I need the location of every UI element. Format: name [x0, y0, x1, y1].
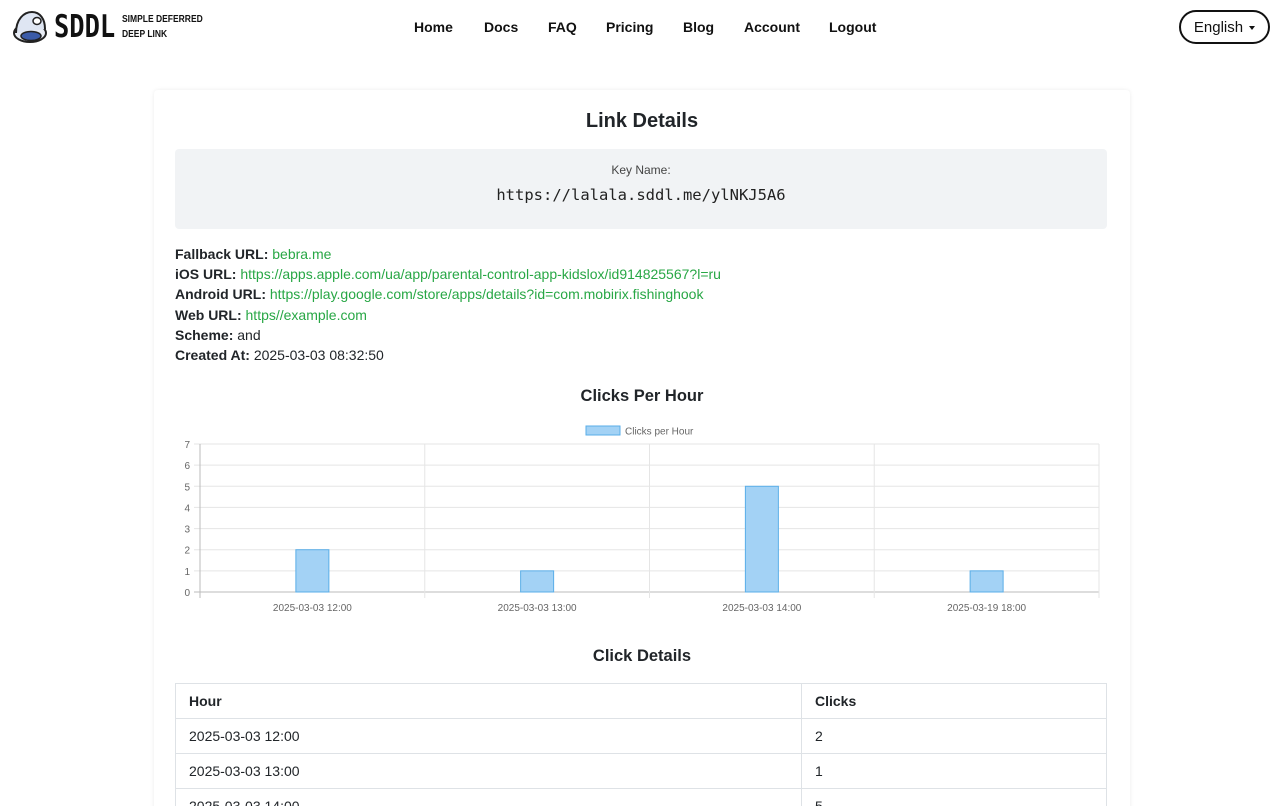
fallback-url-label: Fallback URL:	[175, 246, 269, 262]
nav-docs[interactable]: Docs	[484, 19, 519, 35]
chart-canvas: 0 1 2 3 4 5 6 7 2025-03-03 12:00 2025-03-03 13:00…	[184, 425, 1100, 614]
x-tick-label: 2025-03-03 12:00	[273, 603, 352, 614]
nav-account[interactable]: Account	[744, 19, 800, 35]
page-title: Link Details	[585, 110, 699, 132]
y-tick-label: 6	[184, 461, 190, 472]
web-url-row: Web URL: https//example.com	[175, 305, 721, 325]
brand-tagline-line2: DEEP LINK	[122, 29, 168, 40]
table-header-row: Hour Clicks	[175, 683, 1107, 719]
y-tick-label: 3	[184, 525, 190, 536]
legend-label: Clicks per Hour	[625, 427, 694, 438]
table-row: 2025-03-03 12:00 2	[175, 718, 1107, 754]
nav-logout[interactable]: Logout	[829, 19, 877, 35]
brand-tagline: SIMPLE DEFERRED DEEP LINK	[122, 12, 203, 42]
link-details-card: Link Details Key Name: https://lalala.sd…	[154, 90, 1130, 806]
y-tick-label: 5	[184, 482, 190, 493]
y-tick-label: 0	[184, 588, 190, 599]
nav-home[interactable]: Home	[414, 19, 453, 35]
language-select[interactable]: English	[1179, 10, 1270, 44]
caret-down-icon	[1249, 25, 1256, 30]
ios-url-label: iOS URL:	[175, 266, 237, 283]
cell-clicks: 2	[801, 718, 1107, 754]
language-label: English	[1193, 18, 1244, 36]
chart-title: Clicks Per Hour	[580, 387, 704, 405]
y-tick-label: 1	[184, 567, 190, 578]
x-tick-label: 2025-03-03 14:00	[722, 603, 801, 614]
key-name-value: https://lalala.sddl.me/ylNKJ5A6	[496, 186, 786, 204]
helmet-logo-icon	[13, 10, 47, 43]
scheme-row: Scheme: and	[175, 325, 721, 345]
chart-bar	[969, 570, 1004, 593]
main-nav: Home Docs FAQ Pricing Blog Account Logou…	[0, 18, 1280, 38]
android-url-link[interactable]: https://play.google.com/store/apps/detai…	[269, 286, 704, 303]
fallback-url-link[interactable]: bebra.me	[272, 246, 332, 262]
key-name-label: Key Name:	[611, 163, 671, 177]
brand-name: SDDL	[54, 9, 116, 45]
y-tick-label: 4	[184, 503, 190, 514]
fallback-url-row: Fallback URL: bebra.me	[175, 244, 721, 264]
brand-logo[interactable]: SDDL SIMPLE DEFERRED DEEP LINK	[12, 8, 203, 46]
nav-faq[interactable]: FAQ	[548, 19, 577, 35]
nav-pricing[interactable]: Pricing	[606, 19, 654, 35]
clicks-per-hour-chart: 0 1 2 3 4 5 6 7 2025-03-03 12:00 2025-03-03 13:00…	[154, 420, 1130, 620]
link-fields: Fallback URL: bebra.me iOS URL: https://…	[175, 244, 721, 365]
android-url-row: Android URL: https://play.google.com/sto…	[175, 284, 721, 304]
table-row: 2025-03-03 14:00 5	[175, 788, 1107, 806]
scheme-label: Scheme:	[175, 326, 234, 343]
column-header-clicks: Clicks	[801, 683, 1107, 719]
key-name-box: Key Name: https://lalala.sddl.me/ylNKJ5A…	[175, 149, 1107, 229]
created-at-row: Created At: 2025-03-03 08:32:50	[175, 345, 721, 365]
android-url-label: Android URL:	[175, 286, 266, 303]
scheme-value: and	[237, 326, 261, 343]
column-header-hour: Hour	[175, 683, 802, 719]
cell-hour: 2025-03-03 13:00	[175, 753, 802, 789]
table-row: 2025-03-03 13:00 1	[175, 753, 1107, 789]
web-url-label: Web URL:	[175, 306, 242, 323]
cell-clicks: 5	[801, 788, 1107, 806]
ios-url-row: iOS URL: https://apps.apple.com/ua/app/p…	[175, 264, 721, 284]
brand-tagline-line1: SIMPLE DEFERRED	[122, 14, 203, 25]
created-at-label: Created At:	[175, 347, 250, 364]
chart-bar	[295, 549, 330, 593]
cell-hour: 2025-03-03 14:00	[175, 788, 802, 806]
chart-bar	[520, 570, 555, 593]
y-tick-label: 2	[184, 546, 190, 557]
ios-url-link[interactable]: https://apps.apple.com/ua/app/parental-c…	[240, 266, 721, 283]
legend-swatch	[585, 425, 621, 436]
web-url-link[interactable]: https//example.com	[245, 306, 367, 323]
click-details-table: Hour Clicks 2025-03-03 12:00 2 2025-03-0…	[175, 683, 1107, 806]
click-details-title: Click Details	[592, 647, 692, 665]
cell-hour: 2025-03-03 12:00	[175, 718, 802, 754]
x-tick-label: 2025-03-19 18:00	[947, 603, 1026, 614]
y-tick-label: 7	[184, 440, 190, 451]
cell-clicks: 1	[801, 753, 1107, 789]
x-tick-label: 2025-03-03 13:00	[498, 603, 577, 614]
chart-bar	[744, 485, 779, 593]
top-navbar: SDDL SIMPLE DEFERRED DEEP LINK Home Docs…	[0, 0, 1280, 54]
nav-blog[interactable]: Blog	[683, 19, 715, 35]
created-at-value: 2025-03-03 08:32:50	[253, 347, 384, 364]
